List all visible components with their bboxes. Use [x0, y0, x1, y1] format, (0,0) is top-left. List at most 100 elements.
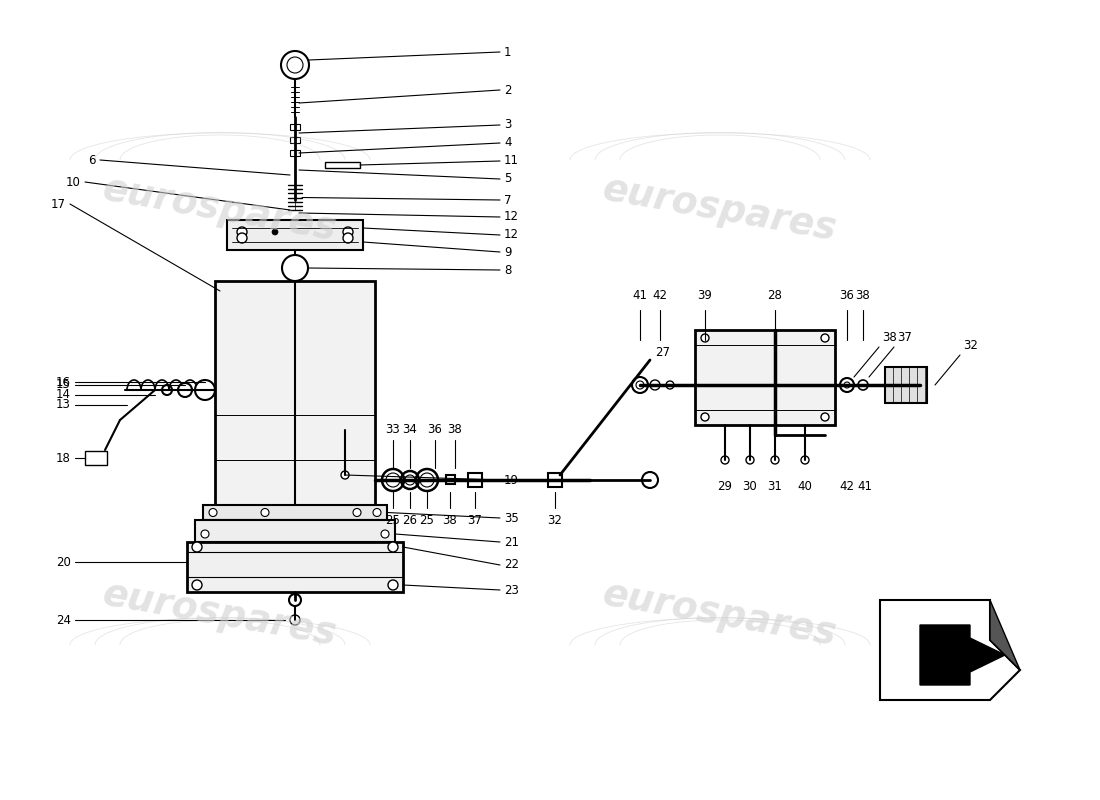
Text: 9: 9 [504, 246, 512, 258]
Circle shape [209, 509, 217, 517]
Circle shape [195, 380, 214, 400]
Text: 31: 31 [768, 480, 782, 493]
Bar [204, 505, 387, 520]
Text: 19: 19 [504, 474, 519, 486]
Text: 18: 18 [56, 451, 72, 465]
Bar [290, 137, 300, 143]
Text: 14: 14 [56, 389, 72, 402]
Text: 3: 3 [504, 118, 512, 131]
Text: 20: 20 [56, 555, 72, 569]
Text: eurospares: eurospares [100, 172, 340, 248]
Text: 17: 17 [51, 198, 66, 210]
Circle shape [666, 381, 674, 389]
Circle shape [192, 542, 202, 552]
Text: 21: 21 [504, 535, 519, 549]
Circle shape [272, 229, 278, 235]
Text: 13: 13 [56, 398, 72, 411]
Text: 34: 34 [403, 423, 417, 436]
Text: 12: 12 [504, 229, 519, 242]
Polygon shape [880, 600, 1020, 700]
Circle shape [343, 227, 353, 237]
Text: 27: 27 [654, 346, 670, 358]
Circle shape [840, 378, 854, 392]
Circle shape [701, 413, 710, 421]
Bar [195, 520, 395, 542]
Text: 42: 42 [652, 289, 668, 302]
Text: eurospares: eurospares [100, 577, 340, 654]
Circle shape [801, 456, 808, 464]
Text: 33: 33 [386, 423, 400, 436]
Circle shape [192, 580, 202, 590]
Text: eurospares: eurospares [601, 577, 840, 654]
Circle shape [746, 456, 754, 464]
Circle shape [386, 473, 400, 487]
Circle shape [289, 594, 301, 606]
Text: 22: 22 [504, 558, 519, 571]
Bar [468, 473, 482, 487]
Text: 12: 12 [504, 210, 519, 223]
Circle shape [701, 334, 710, 342]
Circle shape [341, 471, 349, 479]
Circle shape [405, 475, 415, 485]
Bar [214, 281, 375, 505]
Circle shape [420, 473, 434, 487]
Text: 37: 37 [896, 331, 912, 344]
Text: 23: 23 [504, 583, 519, 597]
Polygon shape [920, 625, 1005, 685]
Text: 26: 26 [403, 514, 418, 527]
Text: 2: 2 [504, 83, 512, 97]
Text: 10: 10 [66, 175, 81, 189]
Text: 32: 32 [962, 339, 978, 352]
Circle shape [282, 255, 308, 281]
Circle shape [632, 377, 648, 393]
Text: 25: 25 [419, 514, 435, 527]
Circle shape [821, 334, 829, 342]
Circle shape [201, 530, 209, 538]
Text: 6: 6 [88, 154, 96, 166]
Text: 28: 28 [768, 289, 782, 302]
Bar [290, 150, 300, 156]
Text: 16: 16 [56, 375, 72, 389]
Circle shape [388, 580, 398, 590]
Text: 8: 8 [504, 263, 512, 277]
Text: 39: 39 [697, 289, 713, 302]
Circle shape [381, 530, 389, 538]
Text: 35: 35 [504, 511, 519, 525]
Circle shape [280, 51, 309, 79]
Polygon shape [990, 600, 1020, 670]
Text: 5: 5 [504, 173, 512, 186]
Circle shape [290, 615, 300, 625]
Text: 24: 24 [56, 614, 72, 626]
Text: eurospares: eurospares [601, 172, 840, 248]
Bar [695, 330, 835, 425]
Circle shape [236, 227, 248, 237]
Text: 42: 42 [839, 480, 855, 493]
Circle shape [642, 472, 658, 488]
Bar [187, 542, 403, 592]
Text: 25: 25 [386, 514, 400, 527]
Bar [446, 475, 455, 484]
Text: 1: 1 [504, 46, 512, 58]
Text: 40: 40 [798, 480, 813, 493]
Text: 11: 11 [504, 154, 519, 167]
Circle shape [650, 380, 660, 390]
Bar [85, 451, 107, 465]
Bar [324, 162, 360, 168]
Bar [290, 124, 300, 130]
Text: 36: 36 [839, 289, 855, 302]
Circle shape [388, 542, 398, 552]
Text: 38: 38 [882, 331, 896, 344]
Text: 38: 38 [856, 289, 870, 302]
Circle shape [858, 380, 868, 390]
Text: 38: 38 [442, 514, 458, 527]
Text: 29: 29 [717, 480, 733, 493]
Circle shape [821, 413, 829, 421]
Text: 41: 41 [858, 480, 872, 493]
Text: 15: 15 [56, 378, 72, 391]
Text: 4: 4 [504, 137, 512, 150]
Circle shape [261, 509, 270, 517]
Circle shape [373, 509, 381, 517]
Circle shape [236, 233, 248, 243]
Text: 38: 38 [448, 423, 462, 436]
Circle shape [771, 456, 779, 464]
